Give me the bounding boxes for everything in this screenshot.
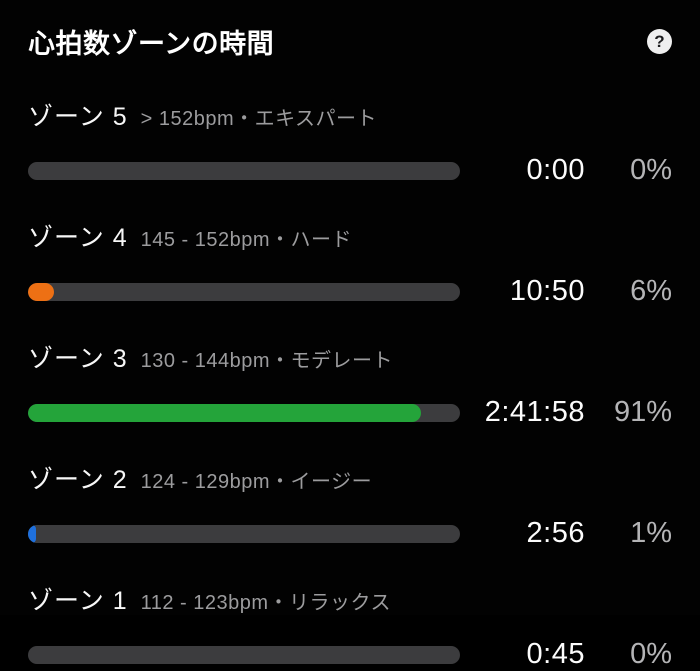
zone-progress-bar [28,403,460,422]
zone-time: 0:00 [526,154,585,186]
zone-row-3: ゾーン 3 130 - 144bpm・モデレート 2:41:58 91% [28,339,672,429]
zone-time: 2:56 [526,517,585,549]
zone-progress-bar [28,161,460,180]
zone-name: ゾーン 2 [28,466,128,494]
zone-row-2: ゾーン 2 124 - 129bpm・イージー 2:56 1% [28,460,672,550]
zone-progress-bar [28,645,460,664]
zone-time: 2:41:58 [484,396,585,428]
zone-range: 112 - 123bpm・リラックス [140,592,391,614]
zone-row-4: ゾーン 4 145 - 152bpm・ハード 10:50 6% [28,218,672,308]
zone-range: 124 - 129bpm・イージー [140,471,373,493]
zone-progress-fill [28,403,422,422]
zone-percent: 0% [630,154,672,186]
zone-percent: 91% [613,396,672,428]
zone-percent: 0% [630,638,672,670]
zone-time: 10:50 [509,275,585,307]
zone-row-5: ゾーン 5 > 152bpm・エキスパート 0:00 0% [28,97,672,187]
help-icon[interactable]: ? [647,29,672,54]
zone-percent: 6% [630,275,672,307]
zone-name: ゾーン 5 [28,103,128,131]
zone-range: 130 - 144bpm・モデレート [140,350,394,372]
zone-progress-fill [28,282,54,301]
page-title: 心拍数ゾーンの時間 [28,29,275,59]
zone-time: 0:45 [526,638,585,670]
card-header: 心拍数ゾーンの時間 ? [28,22,672,61]
zone-name: ゾーン 1 [28,587,128,615]
zone-row-1: ゾーン 1 112 - 123bpm・リラックス 0:45 0% [28,581,672,671]
zone-range: > 152bpm・エキスパート [140,108,378,130]
heart-rate-zones-card: 心拍数ゾーンの時間 ? ゾーン 5 > 152bpm・エキスパート 0:00 0… [28,22,672,670]
zone-progress-bar [28,282,460,301]
zone-percent: 1% [630,517,672,549]
zone-range: 145 - 152bpm・ハード [140,229,353,251]
zone-progress-fill [28,524,36,543]
zone-name: ゾーン 4 [28,224,128,252]
zone-progress-bar [28,524,460,543]
zone-name: ゾーン 3 [28,345,128,373]
